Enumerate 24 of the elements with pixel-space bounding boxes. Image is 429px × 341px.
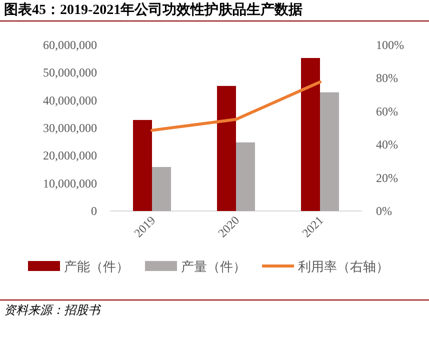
chart-title: 图表45：2019-2021年公司功效性护肤品生产数据	[4, 1, 303, 18]
bar	[320, 92, 339, 211]
bar	[133, 120, 152, 211]
y2-tick-label: 20%	[376, 170, 398, 185]
y-tick-label: 40,000,000	[43, 93, 97, 108]
y2-tick-label: 60%	[376, 104, 398, 118]
legend-label: 产能（件）	[64, 259, 129, 274]
y-tick-label: 50,000,000	[43, 66, 97, 80]
bar	[236, 142, 255, 211]
y-tick-label: 60,000,000	[43, 38, 97, 52]
y2-tick-label: 40%	[376, 138, 398, 152]
bar	[301, 58, 320, 211]
y-tick-label: 0	[91, 204, 97, 218]
y-tick-label: 30,000,000	[43, 121, 97, 135]
bar	[217, 86, 236, 211]
y2-tick-label: 80%	[376, 71, 398, 86]
legend-label: 利用率（右轴）	[298, 259, 389, 274]
y2-tick-label: 0%	[376, 204, 392, 218]
text: 资料来源：招股书	[4, 303, 102, 317]
legend-label: 产量（件）	[181, 259, 246, 274]
y-tick-label: 10,000,000	[43, 176, 97, 190]
y2-tick-label: 100%	[376, 38, 404, 52]
y-tick-label: 20,000,000	[43, 148, 97, 163]
bar	[152, 167, 171, 211]
